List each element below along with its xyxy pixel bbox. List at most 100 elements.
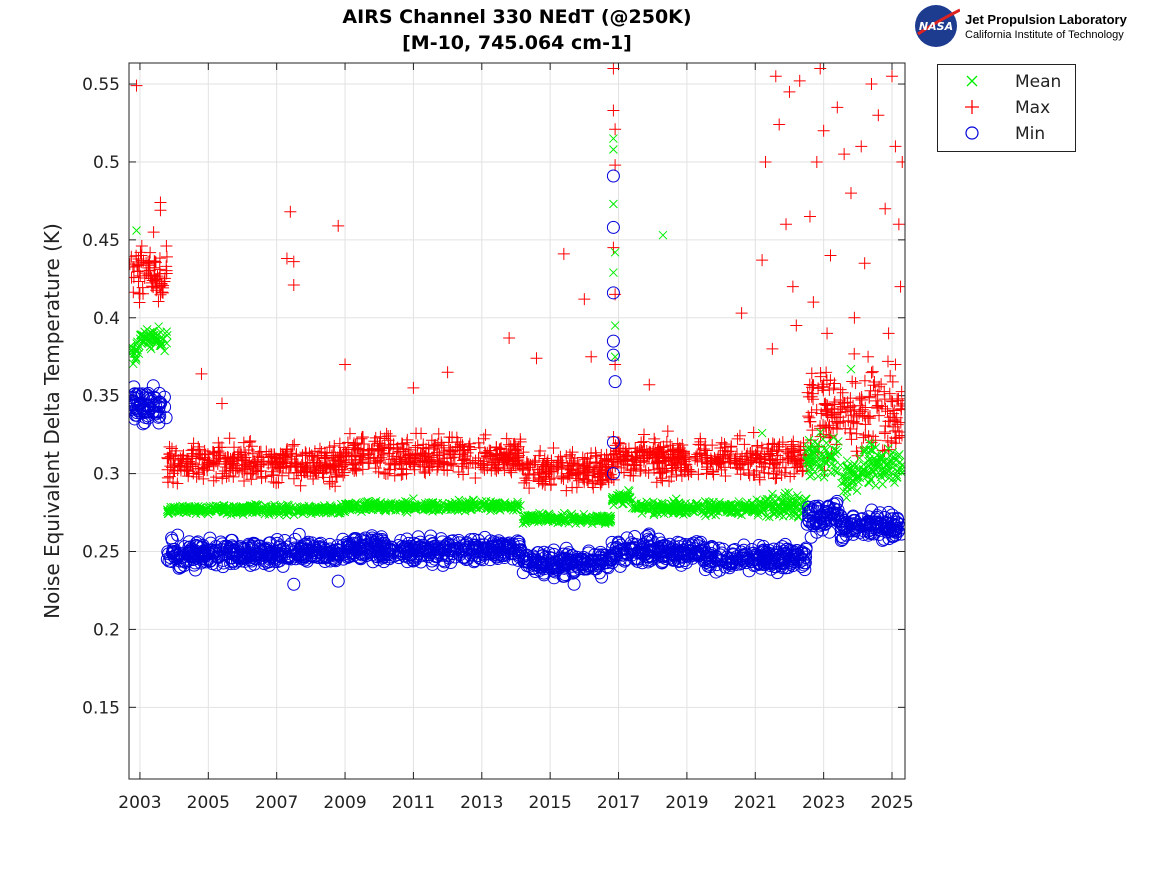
max-point <box>735 307 748 320</box>
max-point <box>533 449 546 462</box>
max-point <box>254 445 267 458</box>
mean-point <box>135 334 145 344</box>
max-point <box>828 396 841 409</box>
max-point <box>895 429 905 442</box>
max-point <box>737 463 750 476</box>
max-point <box>183 465 196 478</box>
max-point <box>212 452 225 465</box>
min-point <box>165 533 179 547</box>
mean-point <box>162 327 172 336</box>
mean-point <box>793 511 803 521</box>
mean-point <box>583 518 592 527</box>
max-point <box>315 445 328 458</box>
max-point <box>395 462 408 475</box>
max-point <box>655 472 668 485</box>
max-point <box>518 476 531 489</box>
y-tick-label: 0.2 <box>93 620 120 640</box>
mean-point <box>804 466 814 475</box>
max-point <box>725 440 738 453</box>
mean-point <box>606 511 615 521</box>
max-point <box>766 437 779 450</box>
min-point <box>606 220 620 234</box>
max-point <box>886 375 899 388</box>
max-point <box>797 436 810 449</box>
max-point <box>475 461 488 474</box>
max-point <box>607 241 620 254</box>
max-point <box>617 452 630 465</box>
max-point <box>810 155 823 168</box>
mean-point <box>779 491 789 501</box>
mean-point <box>833 437 843 446</box>
mean-point <box>406 503 416 513</box>
max-point <box>376 440 389 453</box>
max-point <box>493 443 506 456</box>
max-point <box>765 445 778 458</box>
max-point <box>402 449 415 462</box>
max-point <box>495 442 508 455</box>
mean-point <box>302 506 311 516</box>
mean-point <box>676 500 686 510</box>
max-point <box>715 463 728 476</box>
max-point <box>409 441 422 454</box>
max-point <box>766 342 779 355</box>
mean-point <box>358 500 367 509</box>
mean-point <box>681 498 690 508</box>
max-point <box>663 475 676 488</box>
mean-point <box>343 503 353 513</box>
max-point <box>315 459 328 472</box>
max-point <box>164 460 177 473</box>
mean-point <box>783 501 793 510</box>
max-point <box>635 436 648 449</box>
max-point <box>507 452 520 465</box>
mean-point <box>447 500 457 509</box>
max-point <box>819 405 832 418</box>
mean-point <box>154 335 164 345</box>
max-point <box>679 465 692 478</box>
max-point <box>289 460 302 473</box>
max-point <box>875 378 888 391</box>
max-point <box>228 441 241 454</box>
max-point <box>400 467 413 480</box>
max-point <box>235 448 248 461</box>
mean-point <box>146 344 156 354</box>
max-point <box>607 431 620 444</box>
max-point <box>182 470 195 483</box>
max-point <box>393 456 406 469</box>
max-point <box>859 418 872 431</box>
title-line-1: AIRS Channel 330 NEdT (@250K) <box>342 6 692 28</box>
max-point <box>512 440 525 453</box>
max-point <box>862 350 875 363</box>
mean-point <box>810 437 820 447</box>
max-point <box>530 352 543 365</box>
max-point <box>428 440 441 453</box>
max-point <box>454 438 467 451</box>
max-point <box>738 438 751 451</box>
mean-point <box>542 514 552 524</box>
max-point <box>287 472 300 485</box>
max-point <box>585 350 598 363</box>
max-point <box>547 472 560 485</box>
mean-point <box>154 322 163 331</box>
max-point <box>381 467 394 480</box>
max-point <box>438 463 451 476</box>
mean-point <box>808 457 818 466</box>
max-point <box>889 140 902 153</box>
max-point <box>162 476 175 489</box>
max-point <box>878 393 891 406</box>
max-point <box>879 202 892 215</box>
max-point <box>308 464 321 477</box>
series-max <box>129 63 905 497</box>
max-point <box>773 118 786 131</box>
legend-item-max: Max <box>938 96 1075 120</box>
max-point <box>570 472 583 485</box>
mean-point <box>842 487 852 496</box>
max-point <box>590 450 603 463</box>
max-point <box>896 155 905 168</box>
mean-point <box>778 512 788 521</box>
mean-point <box>827 453 837 462</box>
max-point <box>657 452 670 465</box>
max-point <box>129 258 136 271</box>
max-point <box>674 463 687 476</box>
mean-point <box>190 502 200 511</box>
max-point <box>133 296 146 309</box>
